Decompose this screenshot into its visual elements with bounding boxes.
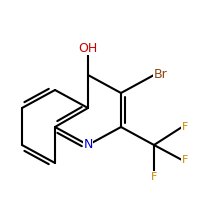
Text: OH: OH <box>78 42 98 54</box>
Text: F: F <box>182 122 188 132</box>
Text: F: F <box>151 172 157 182</box>
Text: N: N <box>83 138 93 152</box>
Text: F: F <box>182 155 188 165</box>
Text: Br: Br <box>154 68 168 82</box>
